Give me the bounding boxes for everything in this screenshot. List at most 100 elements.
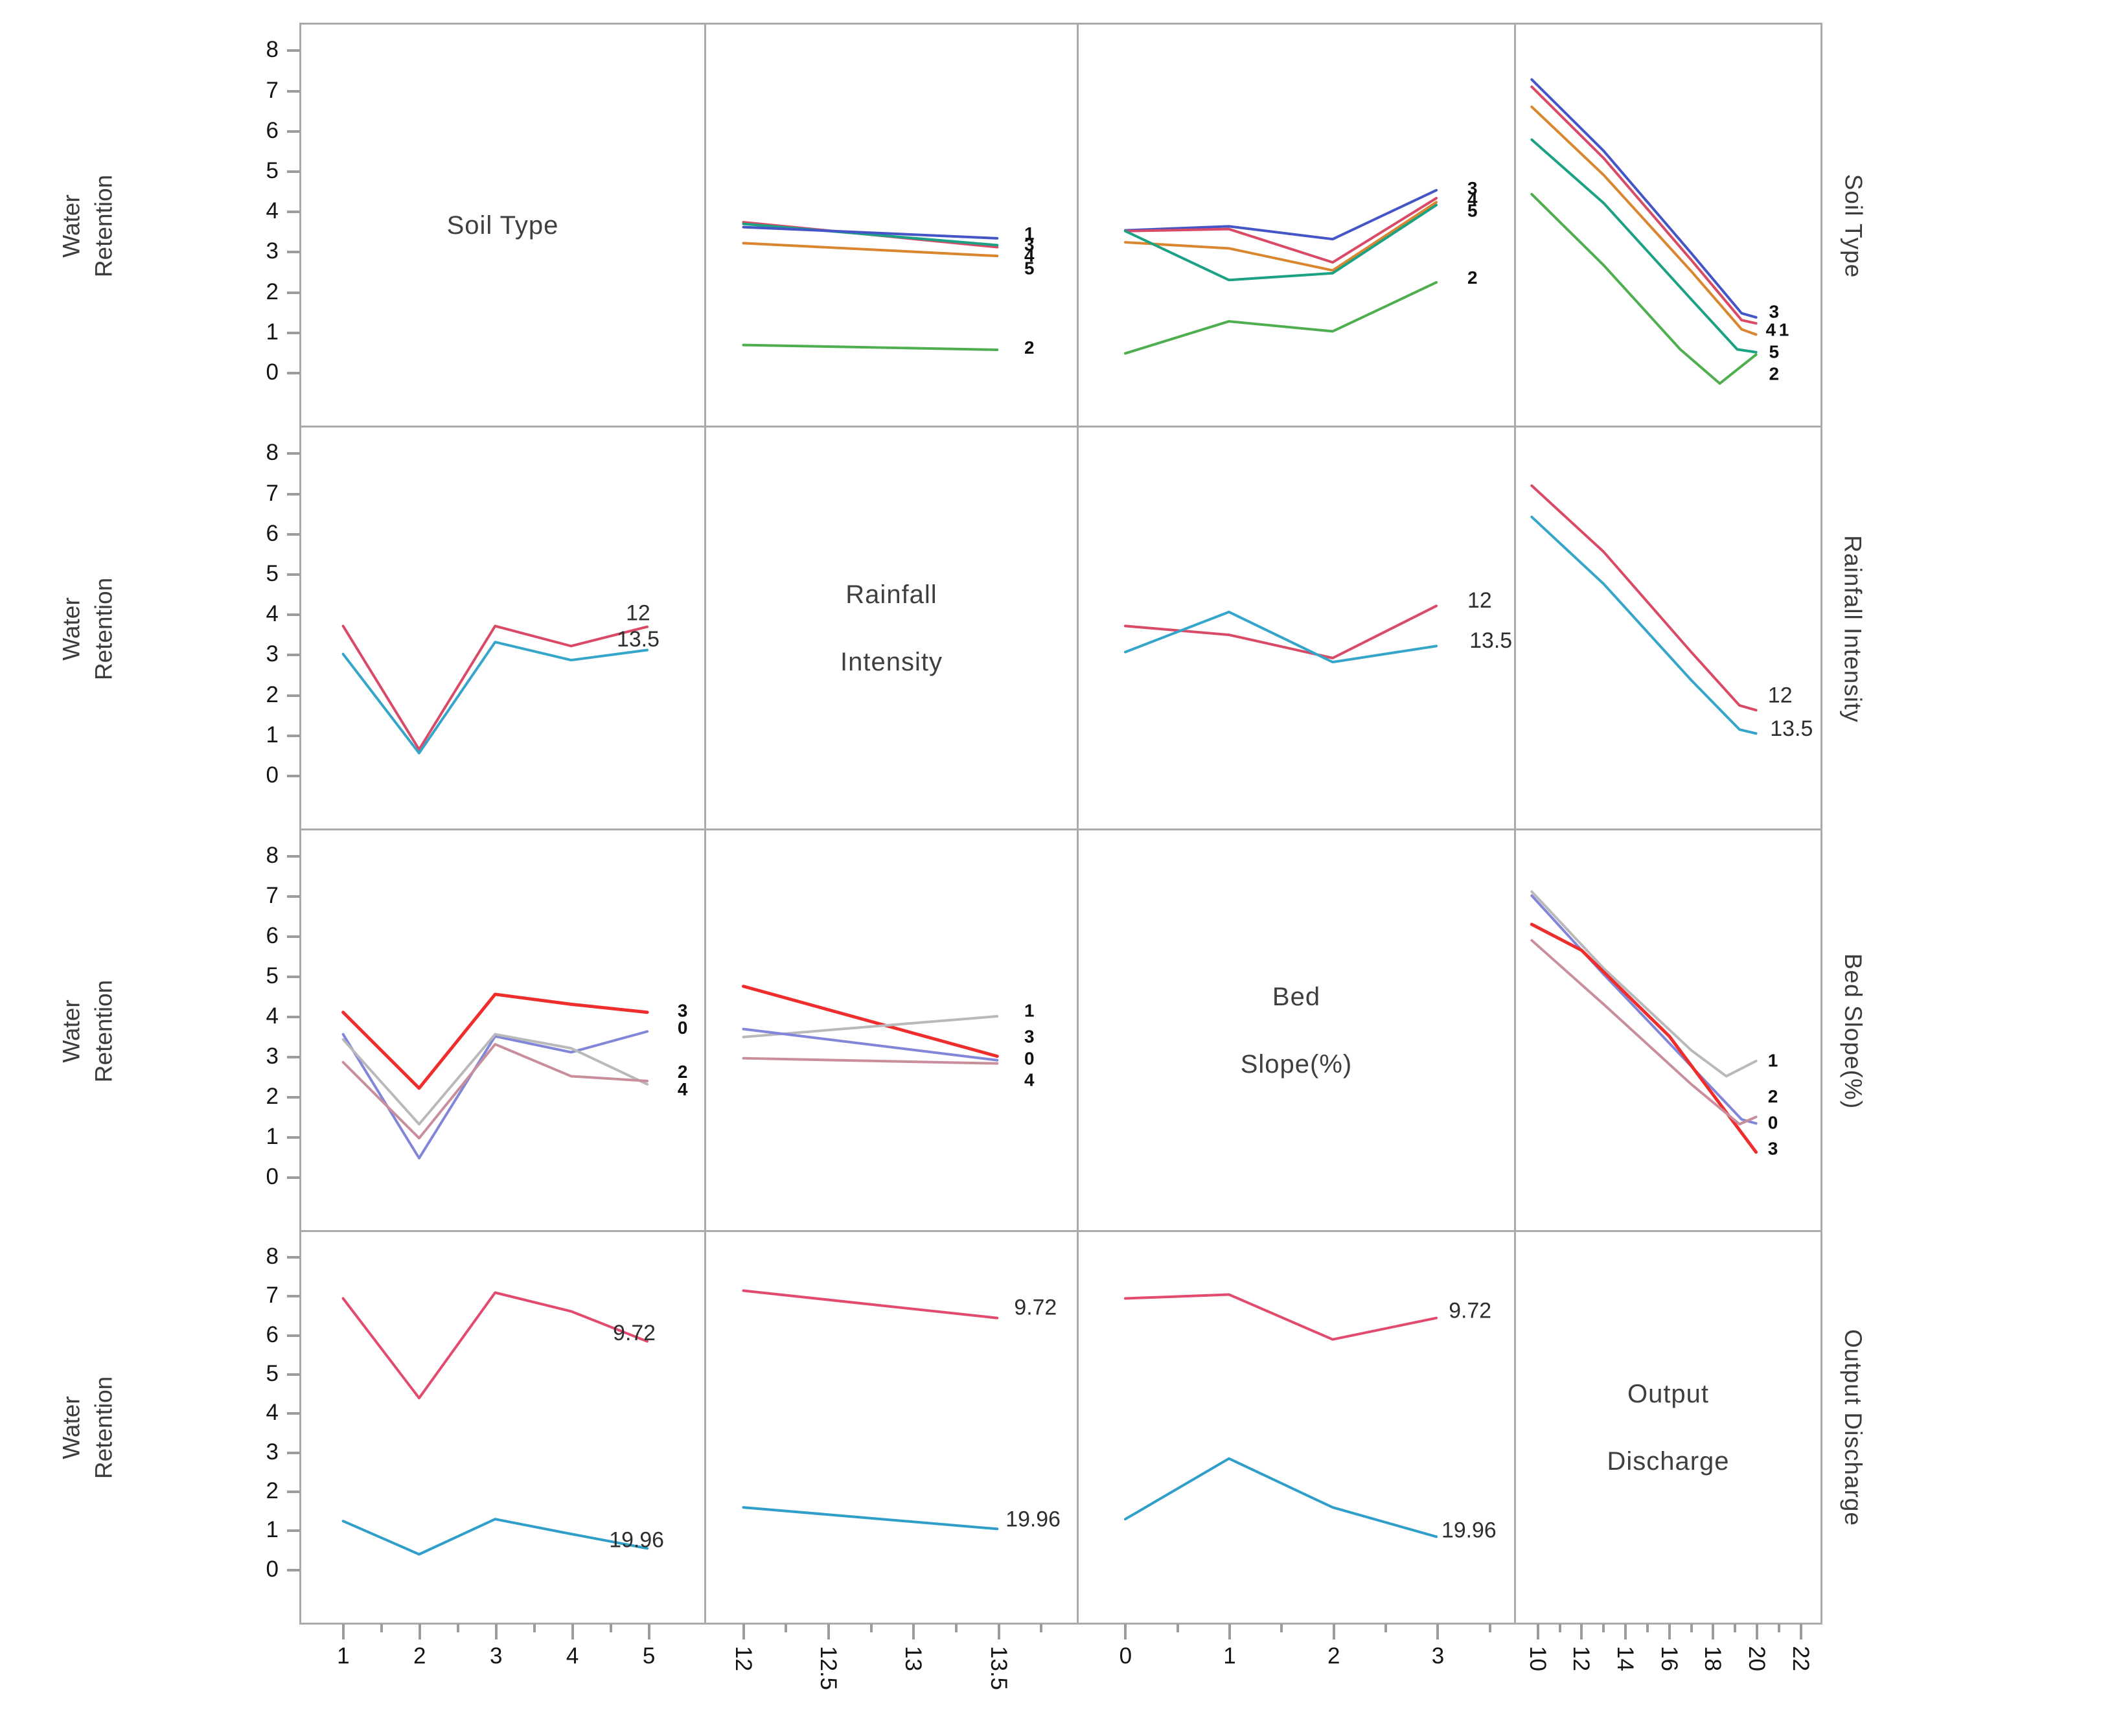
panel-r2-c3: 1 2 0 3 — [1516, 830, 1820, 1232]
y-tick — [287, 1334, 300, 1337]
x-major-tick — [912, 1624, 915, 1639]
y-tick — [287, 49, 300, 52]
x-tick-label: 4 — [566, 1643, 579, 1669]
y-tick — [287, 1412, 300, 1415]
panel-plot: 9.72 19.96 — [742, 1289, 1061, 1531]
y-tick-label: 5 — [266, 1361, 279, 1387]
trace-label: 0 — [678, 1018, 688, 1038]
diagonal-factor-label-line: Rainfall — [845, 580, 937, 609]
trace-label: 9.72 — [1014, 1296, 1057, 1320]
y-tick-label: 3 — [266, 641, 279, 667]
series-line-level-19.96 — [742, 1506, 999, 1531]
series-line-level-13.5 — [1530, 516, 1758, 735]
x-major-tick — [341, 1624, 345, 1639]
trace-label: 4 — [1467, 189, 1478, 209]
series-line-level-12 — [1530, 484, 1758, 712]
y-tick — [287, 492, 300, 496]
row-factor-label-0: Soil Type — [1833, 25, 1872, 428]
x-minor-tick — [380, 1624, 383, 1632]
trace-label: 13.5 — [1469, 628, 1512, 653]
panel-r3-c0: 9.72 19.96 — [301, 1232, 706, 1623]
trace-label: 19.96 — [1441, 1518, 1497, 1542]
row-factor-label-text: Output Discharge — [1840, 1329, 1866, 1526]
x-tick-label: 0 — [1119, 1643, 1132, 1669]
x-tick-label: 3 — [1431, 1643, 1445, 1669]
x-minor-tick — [1280, 1624, 1283, 1632]
series-line-level-13.5 — [341, 641, 649, 755]
trace-label: 1 — [1768, 1051, 1778, 1071]
diagonal-factor-label-line: Intensity — [840, 647, 943, 676]
row-factor-label-3: Output Discharge — [1833, 1232, 1872, 1623]
x-major-tick — [1536, 1624, 1539, 1639]
series-line-level-5 — [1530, 105, 1758, 336]
x-minor-tick — [1176, 1624, 1179, 1632]
series-line-level-1 — [1530, 85, 1758, 325]
trace-label: 12 — [1467, 588, 1492, 613]
x-minor-tick — [1558, 1624, 1561, 1632]
y-tick-label: 6 — [266, 117, 279, 143]
x-tick-label: 13.5 — [985, 1646, 1011, 1691]
trace-label: 1 — [1024, 1001, 1034, 1021]
y-tick — [287, 694, 300, 697]
x-minor-tick — [1646, 1624, 1649, 1632]
y-tick-label: 1 — [266, 1124, 279, 1150]
x-minor-tick — [1602, 1624, 1605, 1632]
panel-r3-c2: 9.72 19.96 — [1079, 1232, 1516, 1623]
trace-label: 1 — [1024, 223, 1034, 244]
x-tick-label: 5 — [642, 1643, 656, 1669]
series-line-level-3 — [1530, 922, 1758, 1154]
trace-label: 13.5 — [1770, 716, 1813, 741]
series-line-level-5 — [1123, 201, 1438, 272]
series-line-level-9.72 — [1123, 1293, 1438, 1341]
panel-r1-c0: 12 13.5 — [301, 428, 706, 830]
x-minor-tick — [456, 1624, 459, 1632]
x-tick-label: 16 — [1656, 1646, 1682, 1671]
y-axis-title-text: Water Retention — [58, 174, 117, 278]
series-line-level-4 — [341, 1043, 649, 1140]
x-tick-label: 1 — [337, 1643, 350, 1669]
trace-label: 4 — [678, 1079, 688, 1099]
panel-r1-c3: 12 13.5 — [1516, 428, 1820, 830]
x-minor-tick — [609, 1624, 612, 1632]
y-tick — [287, 1568, 300, 1571]
panel-r3-c1: 9.72 19.96 — [706, 1232, 1079, 1623]
y-tick-label: 8 — [266, 1244, 279, 1270]
series-line-level-12 — [341, 624, 649, 751]
x-major-tick — [997, 1624, 1000, 1639]
series-line-level-12 — [1123, 604, 1438, 659]
x-tick-label: 22 — [1787, 1646, 1813, 1671]
trace-label: 3 — [1768, 1139, 1778, 1159]
y-tick — [287, 613, 300, 617]
x-major-tick — [1124, 1624, 1127, 1639]
y-tick — [287, 855, 300, 858]
series-line-level-1 — [1530, 890, 1758, 1078]
panel-plot: 12 13.5 — [1123, 588, 1512, 664]
y-tick — [287, 1451, 300, 1454]
y-tick-label: 6 — [266, 1321, 279, 1347]
diagonal-factor-label-line: Slope(%) — [1240, 1049, 1353, 1079]
row-factor-label-text: Bed Slope(%) — [1840, 953, 1867, 1110]
y-tick — [287, 1256, 300, 1259]
trace-label: 0 — [1768, 1112, 1778, 1132]
y-tick-label: 5 — [266, 963, 279, 989]
y-tick-label: 6 — [266, 520, 279, 546]
x-major-tick — [1668, 1624, 1671, 1639]
trace-label: 3 — [1467, 178, 1478, 198]
y-tick-label: 7 — [266, 883, 279, 909]
x-major-tick — [494, 1624, 498, 1639]
x-tick-label: 14 — [1613, 1646, 1638, 1671]
y-tick-label: 2 — [266, 279, 279, 304]
y-tick — [287, 573, 300, 577]
series-line-level-9.72 — [742, 1289, 999, 1319]
x-tick-label: 2 — [1327, 1643, 1340, 1669]
y-tick — [287, 1136, 300, 1139]
diagonal-factor-label-line: Discharge — [1607, 1446, 1730, 1476]
panel-plot: 9.72 19.96 — [341, 1291, 664, 1556]
y-tick-label: 8 — [266, 843, 279, 869]
trace-label: 3 — [1769, 302, 1780, 322]
panel-plot: 30 24 — [341, 992, 688, 1159]
series-line-level-2 — [742, 343, 999, 351]
